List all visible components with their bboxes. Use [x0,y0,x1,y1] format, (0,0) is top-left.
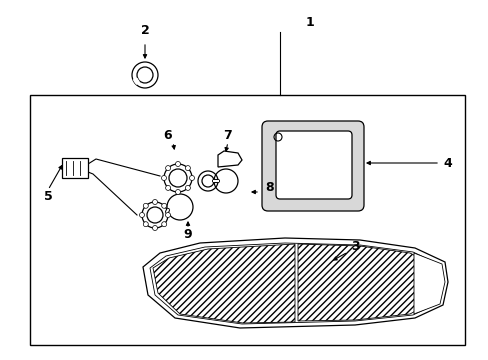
Circle shape [165,166,170,171]
Circle shape [185,185,190,190]
Circle shape [143,203,148,208]
Text: 1: 1 [305,15,314,28]
Text: 8: 8 [265,180,274,194]
Circle shape [162,222,166,227]
Circle shape [175,162,180,166]
Polygon shape [413,253,444,314]
FancyBboxPatch shape [275,131,351,199]
Text: 6: 6 [163,129,172,141]
Circle shape [162,203,166,208]
FancyBboxPatch shape [262,121,363,211]
Circle shape [152,225,157,230]
Wedge shape [133,78,140,85]
Circle shape [143,222,148,227]
Circle shape [185,166,190,171]
Circle shape [165,185,170,190]
Text: 2: 2 [141,23,149,36]
Circle shape [189,176,194,180]
Text: 9: 9 [183,229,192,242]
Circle shape [161,176,166,180]
Circle shape [152,199,157,204]
Polygon shape [218,151,242,167]
Text: 7: 7 [223,129,232,141]
Bar [30,95,464,345]
Text: 5: 5 [43,189,52,202]
Text: 4: 4 [443,157,451,170]
Circle shape [139,212,144,217]
Polygon shape [142,238,447,328]
Text: 3: 3 [350,240,359,253]
Circle shape [175,189,180,194]
Bar [62,158,88,178]
Circle shape [165,212,170,217]
